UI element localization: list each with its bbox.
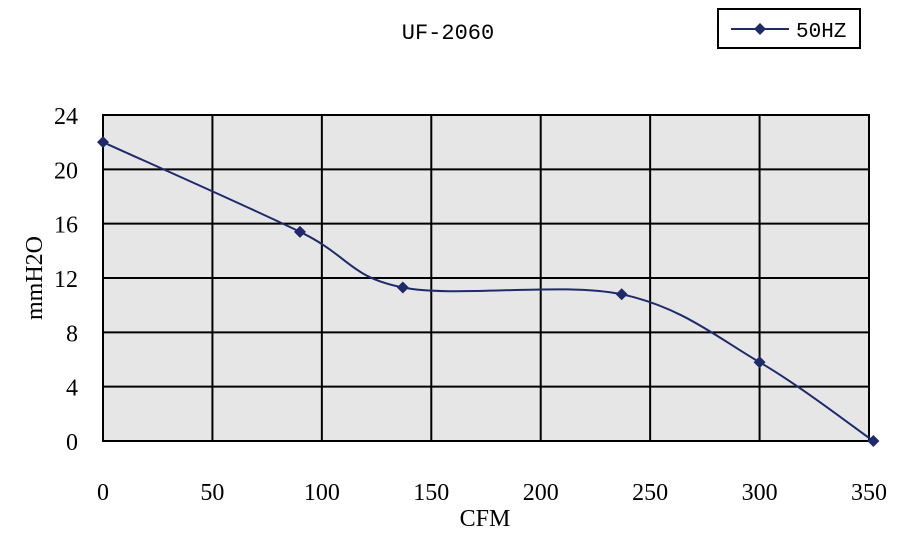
x-tick-labels: 0 50 100 150 200 250 300 350 bbox=[97, 480, 887, 506]
y-tick-label: 24 bbox=[54, 104, 78, 130]
data-point-marker bbox=[753, 356, 766, 369]
grid-lines bbox=[103, 115, 869, 441]
x-tick-label: 0 bbox=[97, 480, 109, 506]
y-tick-label: 0 bbox=[66, 430, 78, 456]
data-point-marker bbox=[867, 435, 880, 447]
y-tick-label: 16 bbox=[54, 213, 78, 239]
data-point-marker bbox=[97, 136, 109, 149]
x-tick-label: 150 bbox=[413, 480, 449, 506]
y-tick-label: 8 bbox=[66, 321, 78, 347]
data-point-marker bbox=[396, 281, 409, 294]
y-axis-title: mmH2O bbox=[22, 236, 48, 320]
x-tick-label: 50 bbox=[200, 480, 224, 506]
x-tick-label: 300 bbox=[742, 480, 778, 506]
legend: 50HZ bbox=[717, 8, 861, 49]
legend-series-label: 50HZ bbox=[796, 21, 846, 44]
x-tick-label: 350 bbox=[851, 480, 887, 506]
y-tick-label: 12 bbox=[54, 267, 78, 293]
y-tick-labels: 0 4 8 12 16 20 24 bbox=[54, 104, 78, 456]
y-tick-label: 4 bbox=[66, 376, 78, 402]
x-tick-label: 200 bbox=[523, 480, 559, 506]
chart-title: UF-2060 bbox=[402, 21, 494, 46]
x-axis-title: CFM bbox=[460, 506, 511, 532]
y-tick-label: 20 bbox=[54, 158, 78, 184]
x-tick-label: 100 bbox=[304, 480, 340, 506]
series-markers bbox=[97, 136, 880, 447]
legend-series-marker bbox=[754, 23, 766, 35]
data-point-marker bbox=[293, 225, 306, 238]
data-point-marker bbox=[615, 288, 628, 301]
x-tick-label: 250 bbox=[632, 480, 668, 506]
